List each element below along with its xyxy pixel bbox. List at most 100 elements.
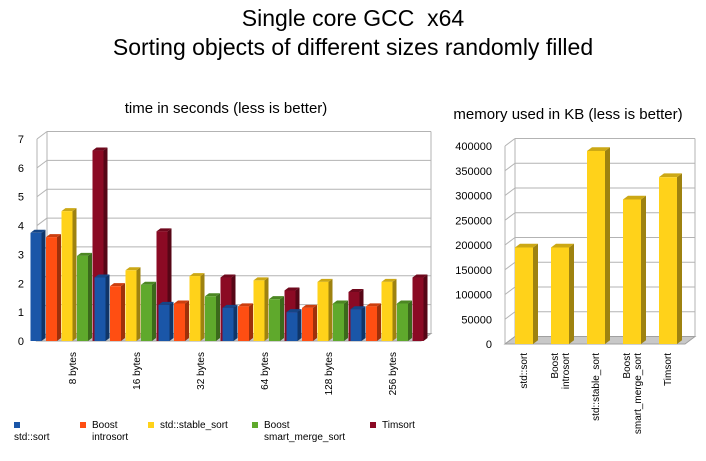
time-bar-side xyxy=(136,267,141,341)
time-bar-top xyxy=(156,228,172,232)
memory-y-tick-label: 150000 xyxy=(455,265,492,277)
legend-swatch-boost-smart-merge-sort xyxy=(252,422,258,428)
memory-y-tick-label: 400000 xyxy=(455,141,492,153)
time-bar xyxy=(61,208,77,341)
time-bar xyxy=(238,303,253,341)
legend: std::sort Boost introsort std::stable_so… xyxy=(14,420,704,456)
time-bar xyxy=(222,304,238,341)
time-bar-top xyxy=(174,300,189,304)
title-line-1: Single core GCC x64 xyxy=(241,5,465,31)
time-bar-side xyxy=(264,277,269,341)
time-x-tick-label: 128 bytes xyxy=(324,352,335,395)
memory-bar-top xyxy=(659,173,682,178)
memory-x-tick-label: std::sort xyxy=(519,353,530,389)
time-bar xyxy=(397,300,412,341)
time-bar-top xyxy=(366,303,381,307)
memory-y-tick-label: 300000 xyxy=(455,191,492,203)
time-bar-top xyxy=(238,303,253,307)
legend-label-timsort: Timsort xyxy=(382,420,415,431)
time-y-tick-label: 7 xyxy=(18,134,24,146)
time-bar-front xyxy=(302,307,313,341)
time-y-tick-label: 5 xyxy=(18,192,24,204)
time-bar xyxy=(253,277,269,341)
time-bar-top xyxy=(141,281,156,285)
time-bar-side xyxy=(361,306,366,341)
time-bar xyxy=(94,274,110,341)
time-x-tick-label: 16 bytes xyxy=(132,352,143,390)
time-bar-front xyxy=(189,276,201,341)
time-bar-front xyxy=(412,277,424,341)
time-bar xyxy=(30,229,46,341)
time-bar-side xyxy=(200,273,205,341)
memory-bar-front xyxy=(515,247,533,344)
legend-swatch-timsort xyxy=(370,422,376,428)
legend-swatch-std-sort xyxy=(14,422,20,428)
memory-bar xyxy=(551,243,574,344)
time-y-tick-label: 0 xyxy=(18,336,24,348)
memory-bar-side xyxy=(641,195,646,344)
memory-bar xyxy=(587,147,610,344)
time-bar-side xyxy=(152,281,156,341)
memory-chart-gridline-wall xyxy=(504,212,516,221)
memory-bar-front xyxy=(587,150,605,344)
time-chart-title: time in seconds (less is better) xyxy=(125,100,328,117)
memory-x-tick-label: Timsort xyxy=(663,353,674,386)
time-bar-front xyxy=(158,304,170,341)
time-bar-front xyxy=(317,281,329,341)
memory-y-tick-label: 250000 xyxy=(455,215,492,227)
time-bar xyxy=(317,278,333,341)
legend-label-boost-smart-merge-sort-1: Boost xyxy=(264,420,290,431)
time-x-tick-label: 64 bytes xyxy=(260,352,271,390)
time-bar-side xyxy=(328,278,333,341)
time-bar-front xyxy=(94,277,106,341)
time-bar-side xyxy=(313,304,317,341)
memory-y-tick-label: 100000 xyxy=(455,290,492,302)
time-bar-side xyxy=(121,283,125,341)
time-bar-side xyxy=(233,304,238,341)
time-bar xyxy=(333,300,348,341)
time-bar xyxy=(381,278,397,341)
time-bar-front xyxy=(46,237,57,341)
time-bar-top xyxy=(348,288,364,292)
time-x-tick-label: 32 bytes xyxy=(196,352,207,390)
memory-bar xyxy=(623,195,646,344)
time-bar-front xyxy=(61,211,73,341)
time-bar xyxy=(269,296,284,341)
legend-label-boost-smart-merge-sort-2: smart_merge_sort xyxy=(264,432,346,443)
time-bar xyxy=(125,267,141,341)
time-chart-gridline-wall xyxy=(36,188,48,198)
memory-y-tick-label: 0 xyxy=(486,339,492,351)
time-bar-side xyxy=(105,274,110,341)
time-bar-front xyxy=(156,231,168,341)
memory-y-tick-label: 200000 xyxy=(455,240,492,252)
memory-chart-gridline-wall xyxy=(504,138,516,147)
time-bar xyxy=(174,300,189,341)
time-y-tick-label: 3 xyxy=(18,249,24,261)
memory-x-tick-label: Boost xyxy=(622,353,633,379)
time-bar-top xyxy=(412,274,428,278)
time-bar-side xyxy=(408,300,412,341)
memory-chart-gridline-wall xyxy=(504,187,516,196)
time-y-tick-label: 6 xyxy=(18,163,24,175)
time-bar-side xyxy=(185,300,189,341)
memory-bar-side xyxy=(533,243,538,344)
time-bar-top xyxy=(110,283,125,287)
time-bar-front xyxy=(238,306,249,341)
time-bar-front xyxy=(110,286,121,341)
time-bar-top xyxy=(302,304,317,308)
time-bar-front xyxy=(174,303,185,341)
memory-x-tick-label: Boost xyxy=(550,353,561,379)
memory-bar-top xyxy=(551,243,574,248)
time-bar xyxy=(350,306,366,341)
legend-swatch-std-stable-sort xyxy=(148,422,154,428)
legend-label-boost-introsort-1: Boost xyxy=(92,420,118,431)
time-chart-gridline-wall xyxy=(36,159,48,169)
time-bar-side xyxy=(249,303,253,341)
time-bar-side xyxy=(72,208,77,341)
time-bar-top xyxy=(284,287,300,291)
time-bar-top xyxy=(94,274,110,278)
memory-bar-top xyxy=(623,195,646,200)
time-bar-side xyxy=(216,293,220,341)
time-bar-top xyxy=(30,229,46,233)
time-bar-front xyxy=(381,281,393,341)
